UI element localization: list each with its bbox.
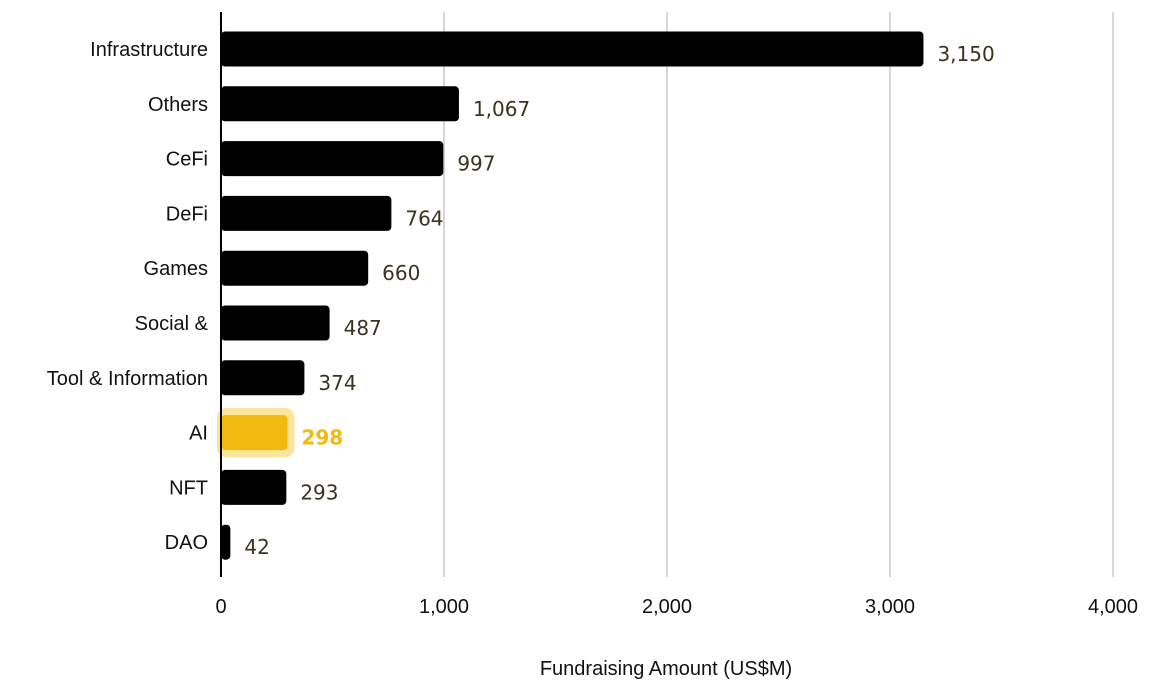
- value-label: 997: [457, 152, 495, 176]
- value-label: 1,067: [473, 97, 530, 121]
- bar-infrastructure: [221, 31, 924, 67]
- x-tick-label: 0: [215, 596, 226, 618]
- bar-nft: [221, 469, 287, 505]
- gridlines: [443, 12, 1114, 577]
- category-label: NFT: [169, 477, 208, 499]
- value-label: 42: [244, 535, 269, 559]
- bar-cefi: [221, 141, 444, 177]
- x-tick-labels: 0 1,000 2,000 3,000 4,000: [215, 596, 1138, 618]
- x-axis-title: Fundraising Amount (US$M): [540, 658, 792, 680]
- value-label: 293: [300, 480, 338, 504]
- value-label: 298: [301, 426, 343, 450]
- bar-social: [221, 305, 330, 341]
- bar-others: [221, 86, 459, 122]
- value-label: 487: [344, 316, 382, 340]
- x-tick-label: 1,000: [419, 596, 469, 618]
- value-labels: 3,150 1,067 997 764 660 487 374 298 293 42: [244, 42, 994, 559]
- value-label: 764: [405, 206, 443, 230]
- category-label: Infrastructure: [90, 39, 208, 61]
- x-tick-label: 2,000: [642, 596, 692, 618]
- value-label: 3,150: [937, 42, 994, 66]
- category-label: DeFi: [166, 203, 208, 225]
- category-label: Tool & Information: [47, 368, 208, 390]
- category-label: Games: [144, 258, 208, 280]
- bar-tool-information: [221, 360, 305, 396]
- bar-dao: [221, 524, 231, 560]
- bar-games: [221, 250, 369, 286]
- bar-defi: [221, 195, 392, 231]
- value-label: 660: [382, 261, 420, 285]
- category-label: Social &: [135, 313, 209, 335]
- category-label: DAO: [165, 532, 208, 554]
- category-labels: Infrastructure Others CeFi DeFi Games Social …: [47, 39, 209, 554]
- category-label: Others: [148, 94, 208, 116]
- value-label: 374: [318, 371, 356, 395]
- x-tick-label: 4,000: [1088, 596, 1138, 618]
- bars: [217, 31, 924, 560]
- bar-ai: [221, 415, 288, 451]
- category-label: CeFi: [166, 149, 208, 171]
- category-label: AI: [189, 423, 208, 445]
- x-tick-label: 3,000: [865, 596, 915, 618]
